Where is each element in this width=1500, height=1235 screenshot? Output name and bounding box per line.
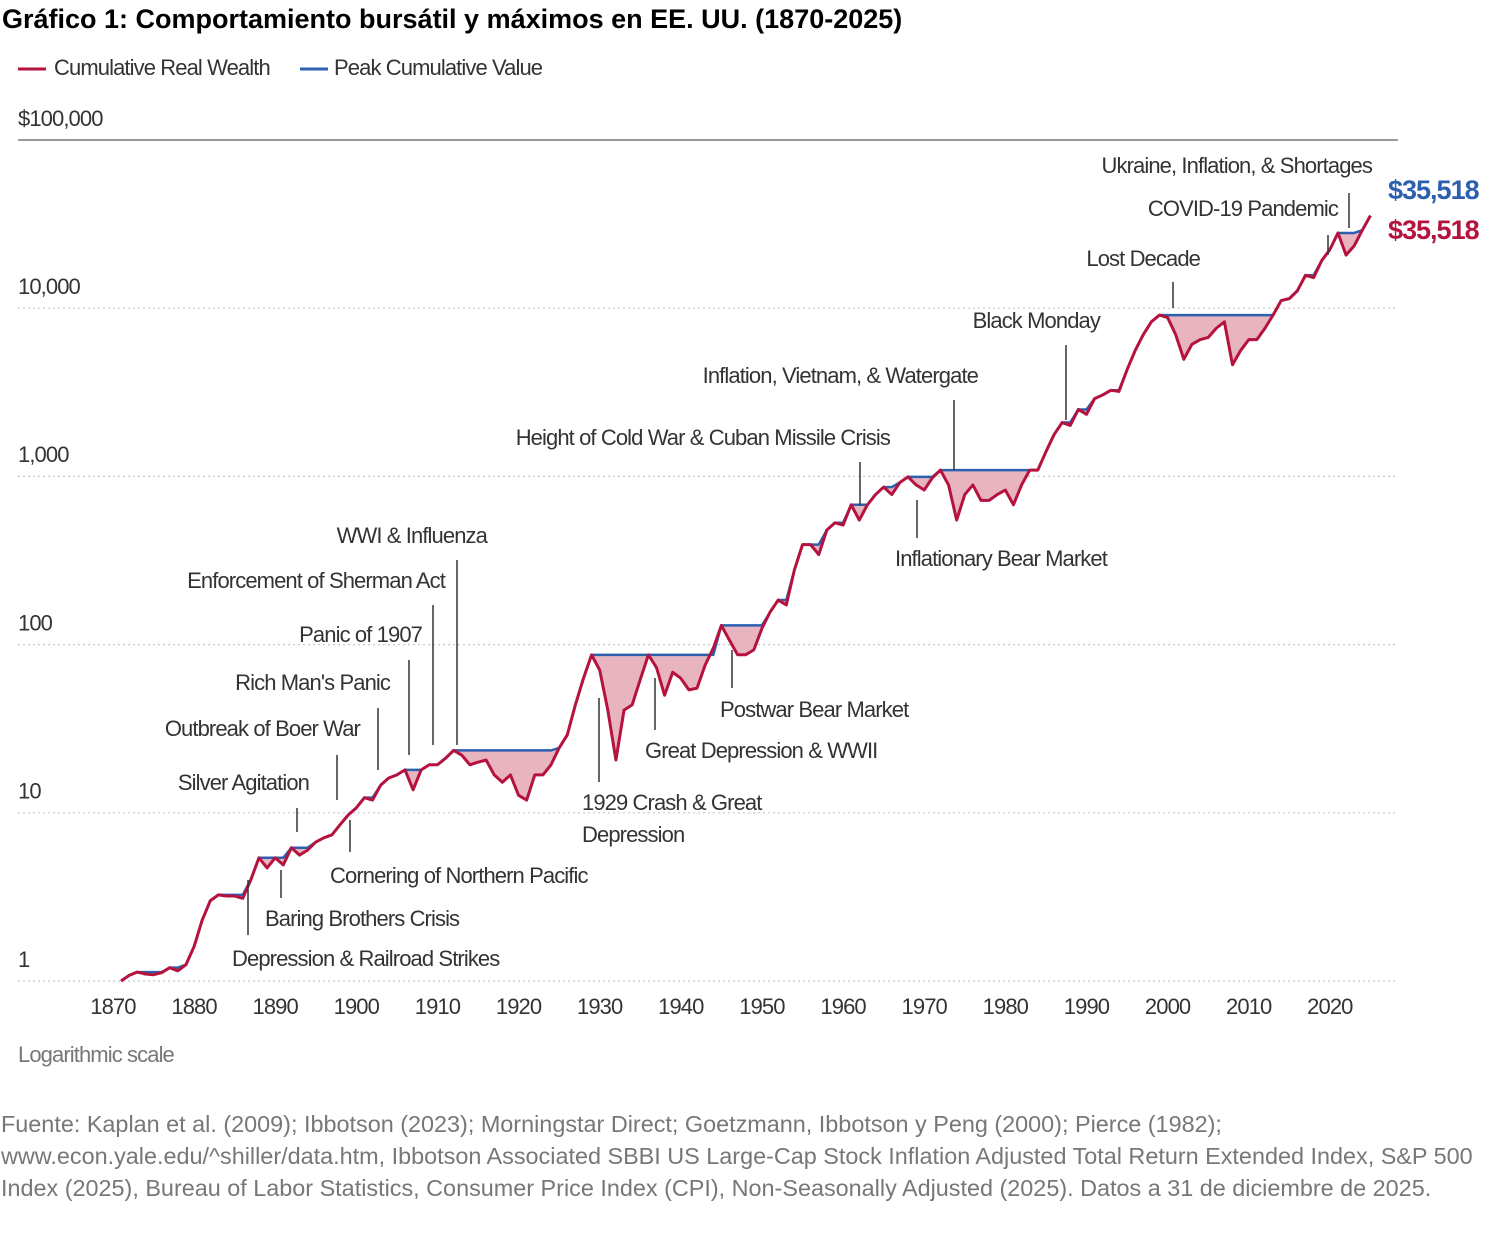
x-tick-label: 1880 xyxy=(171,994,217,1019)
annotation: COVID-19 Pandemic xyxy=(1148,196,1339,221)
annotation: Cornering of Northern Pacific xyxy=(330,863,588,888)
annotation: Ukraine, Inflation, & Shortages xyxy=(1102,153,1373,178)
x-tick-label: 1970 xyxy=(902,994,948,1019)
annotation: WWI & Influenza xyxy=(337,523,489,548)
legend-label: Cumulative Real Wealth xyxy=(54,55,270,80)
x-tick-label: 1930 xyxy=(577,994,623,1019)
end-label: $35,518 xyxy=(1388,175,1480,205)
x-tick-label: 2020 xyxy=(1307,994,1353,1019)
annotation: Inflationary Bear Market xyxy=(895,546,1108,571)
x-tick-label: 1990 xyxy=(1064,994,1110,1019)
chart-title: Gráfico 1: Comportamiento bursátil y máx… xyxy=(2,4,903,34)
y-tick-label: 10,000 xyxy=(18,274,81,299)
annotation: Lost Decade xyxy=(1086,246,1200,271)
annotation: 1929 Crash & Great xyxy=(582,790,762,815)
annotation: Height of Cold War & Cuban Missile Crisi… xyxy=(516,425,891,450)
x-tick-label: 2010 xyxy=(1226,994,1272,1019)
x-tick-label: 1890 xyxy=(253,994,299,1019)
scale-note: Logarithmic scale xyxy=(18,1042,175,1067)
x-tick-label: 1940 xyxy=(658,994,704,1019)
end-label: $35,518 xyxy=(1388,215,1480,245)
annotation: Black Monday xyxy=(973,308,1101,333)
annotation: Outbreak of Boer War xyxy=(165,716,361,741)
x-tick-label: 1870 xyxy=(90,994,136,1019)
annotation: Postwar Bear Market xyxy=(720,697,909,722)
x-tick-label: 1920 xyxy=(496,994,542,1019)
annotation: Great Depression & WWII xyxy=(645,738,877,763)
annotation: Panic of 1907 xyxy=(299,622,423,647)
x-tick-label: 1960 xyxy=(820,994,866,1019)
annotation: Inflation, Vietnam, & Watergate xyxy=(703,363,979,388)
annotation: Depression xyxy=(582,822,684,847)
y-tick-label: 10 xyxy=(18,779,41,804)
y-tick-label: 100 xyxy=(18,610,53,635)
y-tick-label: 1 xyxy=(18,947,30,972)
x-tick-label: 1950 xyxy=(739,994,785,1019)
source-note: Fuente: Kaplan et al. (2009); Ibbotson (… xyxy=(1,1111,1473,1201)
annotation: Rich Man's Panic xyxy=(235,670,391,695)
x-tick-label: 1980 xyxy=(983,994,1029,1019)
legend-label: Peak Cumulative Value xyxy=(334,55,543,80)
annotation: Baring Brothers Crisis xyxy=(265,906,460,931)
x-tick-label: 1900 xyxy=(334,994,380,1019)
drawdown-area xyxy=(121,215,1371,981)
y-tick-label: $100,000 xyxy=(18,106,103,131)
series-line xyxy=(120,214,1372,983)
y-tick-label: 1,000 xyxy=(18,442,69,467)
x-tick-label: 2000 xyxy=(1145,994,1191,1019)
annotation: Silver Agitation xyxy=(178,770,309,795)
annotation: Enforcement of Sherman Act xyxy=(187,568,446,593)
annotation: Depression & Railroad Strikes xyxy=(232,946,500,971)
x-tick-label: 1910 xyxy=(415,994,461,1019)
